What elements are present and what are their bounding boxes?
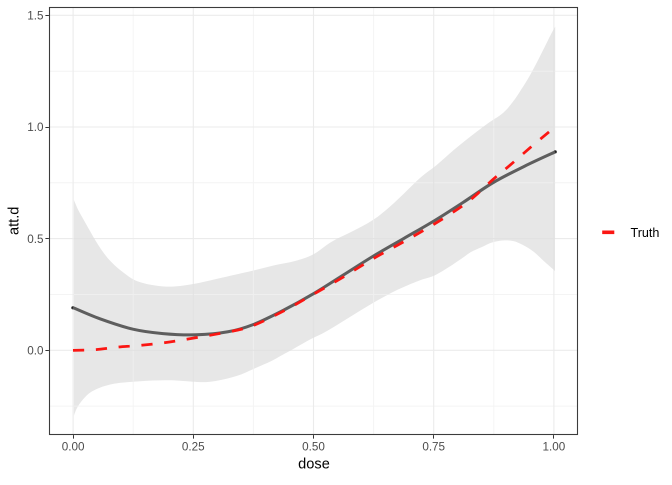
svg-text:0.75: 0.75 [422,441,445,454]
svg-text:dose: dose [298,457,330,473]
svg-text:0.50: 0.50 [302,441,325,454]
svg-text:Truth: Truth [631,226,660,240]
svg-text:att.d: att.d [7,207,23,235]
svg-text:1.5: 1.5 [27,10,44,23]
svg-text:1.0: 1.0 [27,121,44,134]
svg-text:1.00: 1.00 [543,441,566,454]
svg-text:0.00: 0.00 [62,441,85,454]
svg-text:0.0: 0.0 [27,345,44,358]
svg-text:0.5: 0.5 [27,233,44,246]
svg-text:0.25: 0.25 [182,441,205,454]
